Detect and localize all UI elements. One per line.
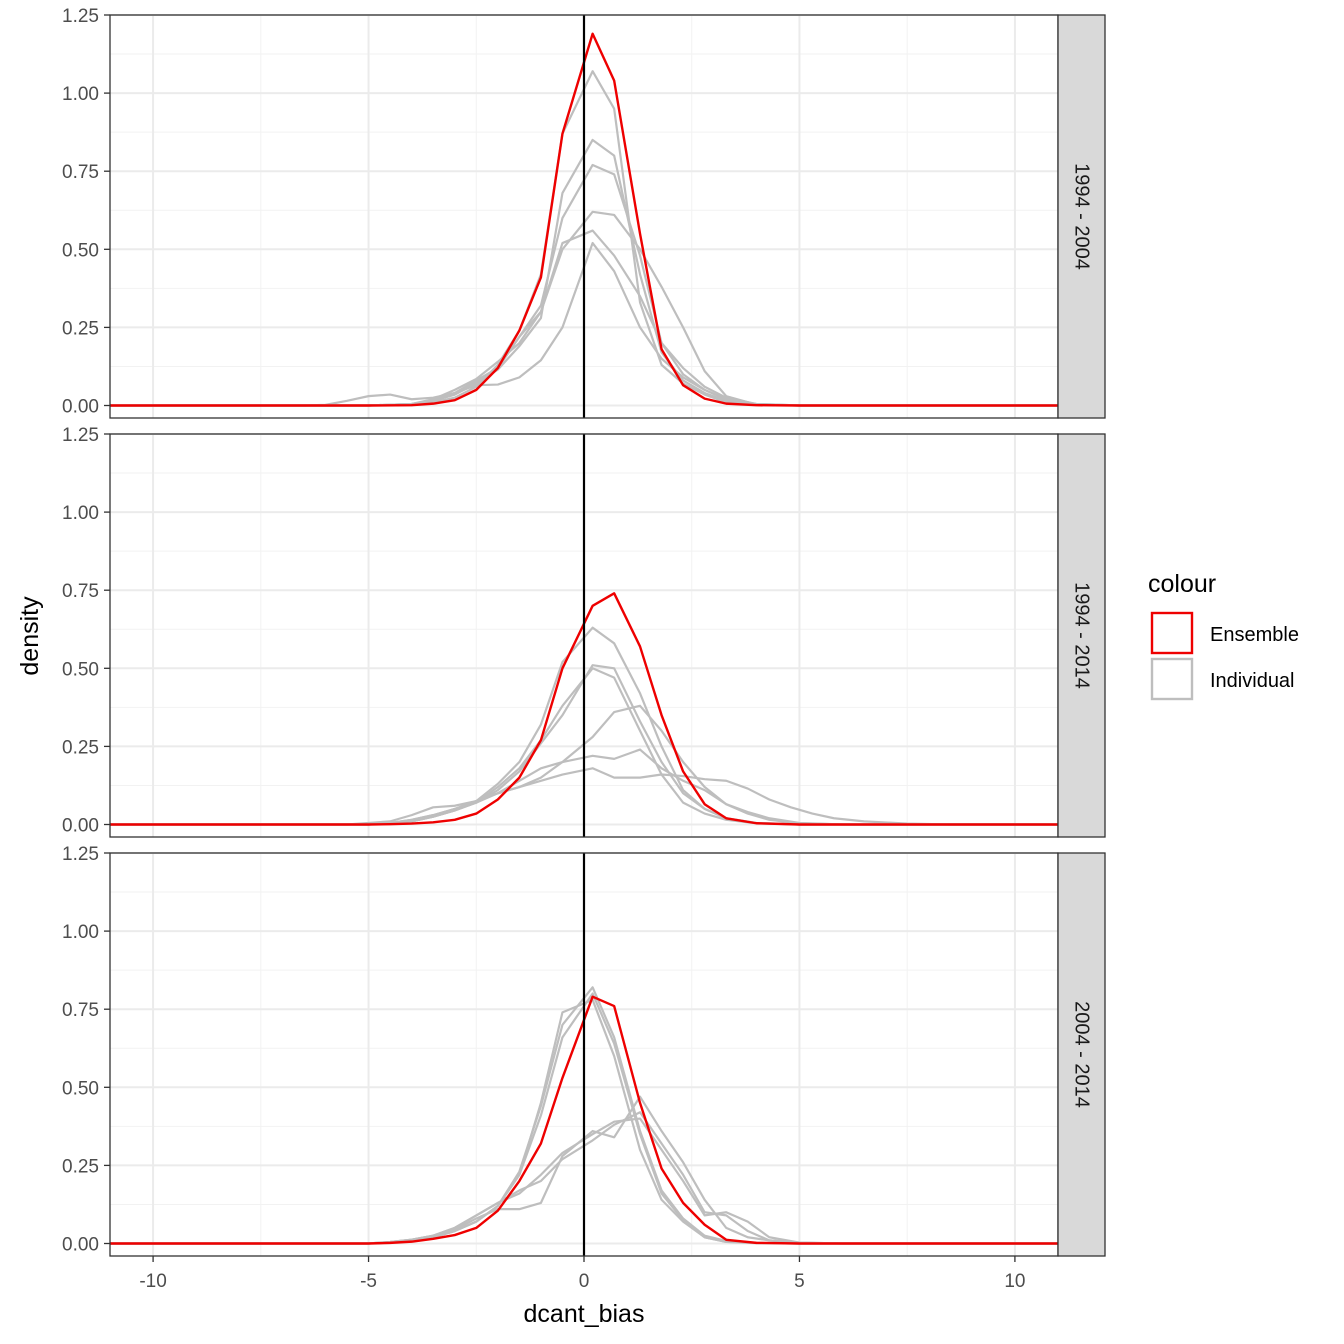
facet-panel-2: 0.00 0.25 0.50 0.75 1.00 1.25 1994 - 2014 — [62, 425, 1106, 838]
x-tick-label: 10 — [1004, 1271, 1025, 1292]
x-tick-label: -10 — [139, 1271, 166, 1292]
individual-density-line — [110, 70, 1058, 407]
legend: colour Ensemble Individual — [1148, 570, 1299, 701]
individual-density-line — [110, 626, 1058, 826]
y-axis-title: density — [16, 596, 44, 676]
individual-density-line — [110, 704, 1058, 826]
individual-density-line — [110, 1111, 1058, 1245]
legend-label-individual: Individual — [1210, 670, 1295, 692]
y-tick-label: 1.25 — [62, 425, 99, 446]
facet-panel-3: 0.00 0.25 0.50 0.75 1.00 1.25 2004 - 2014 — [62, 844, 1106, 1257]
y-tick-label: 0.25 — [62, 318, 99, 339]
individual-density-line — [110, 229, 1058, 407]
x-tick-label: -5 — [360, 1271, 377, 1292]
facet-panel-1: 0.00 0.25 0.50 0.75 1.00 1.25 1994 - 2004 — [62, 6, 1106, 419]
facet-strip-label: 1994 - 2004 — [1071, 163, 1093, 270]
ensemble-density-line — [110, 592, 1058, 826]
y-tick-label: 0.50 — [62, 240, 99, 261]
facet-strip — [1057, 433, 1106, 838]
y-tick-label: 1.00 — [62, 922, 99, 943]
individual-density-line — [110, 767, 1058, 826]
legend-key-individual — [1150, 657, 1194, 701]
y-tick-label: 0.50 — [62, 1078, 99, 1099]
legend-title: colour — [1148, 570, 1216, 598]
y-tick-label: 0.00 — [62, 397, 99, 418]
y-tick-label: 0.75 — [62, 581, 99, 602]
x-axis: -10 -5 0 5 10 — [139, 1256, 1025, 1292]
facet-strip — [1057, 852, 1106, 1257]
x-tick-label: 5 — [794, 1271, 805, 1292]
ensemble-density-line — [110, 995, 1058, 1245]
legend-label-ensemble: Ensemble — [1210, 624, 1299, 646]
y-tick-label: 0.25 — [62, 1156, 99, 1177]
facet-strip-label: 1994 - 2014 — [1071, 582, 1093, 689]
y-tick-label: 1.25 — [62, 844, 99, 865]
y-tick-label: 0.75 — [62, 162, 99, 183]
y-tick-label: 0.00 — [62, 816, 99, 837]
individual-density-line — [110, 138, 1058, 407]
y-tick-label: 1.00 — [62, 503, 99, 524]
individual-density-line — [110, 992, 1058, 1245]
legend-key-ensemble — [1150, 611, 1194, 655]
y-tick-label: 1.25 — [62, 6, 99, 27]
y-tick-label: 0.75 — [62, 1000, 99, 1021]
y-tick-label: 0.25 — [62, 737, 99, 758]
y-tick-label: 1.00 — [62, 84, 99, 105]
x-tick-label: 0 — [579, 1271, 590, 1292]
x-axis-title: dcant_bias — [524, 1300, 645, 1328]
facet-strip-label: 2004 - 2014 — [1071, 1001, 1093, 1108]
y-tick-label: 0.50 — [62, 659, 99, 680]
facet-strip — [1057, 14, 1106, 419]
ensemble-density-line — [110, 32, 1058, 407]
y-tick-label: 0.00 — [62, 1235, 99, 1256]
